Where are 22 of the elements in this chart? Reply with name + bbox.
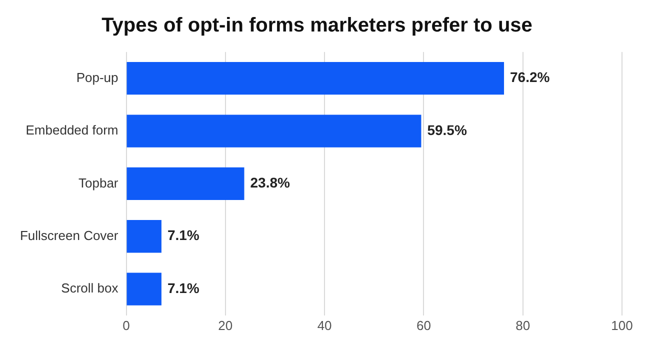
x-tick-label: 20 [218, 318, 233, 333]
bar [126, 167, 244, 200]
data-label: 59.5% [427, 122, 468, 138]
y-tick-label: Embedded form [26, 122, 118, 138]
x-tick-label: 0 [122, 318, 130, 333]
bar [126, 62, 504, 95]
bar [126, 220, 162, 253]
data-label: 7.1% [167, 227, 200, 244]
bar [126, 272, 162, 306]
x-tick-label: 60 [416, 318, 431, 333]
y-tick-label: Fullscreen Cover [20, 228, 119, 243]
x-tick-label: 40 [317, 318, 332, 333]
data-label: 76.2% [510, 69, 550, 86]
data-label: 23.8% [250, 174, 290, 191]
bar [126, 114, 422, 148]
data-label: 7.1% [167, 280, 200, 296]
x-tick-label: 80 [516, 318, 530, 333]
y-tick-label: Scroll box [61, 280, 119, 296]
y-tick-label: Pop-up [76, 70, 118, 85]
chart-title: Types of opt-in forms marketers prefer to use [102, 14, 532, 37]
x-tick-label: 100 [611, 318, 633, 333]
y-tick-label: Topbar [78, 175, 119, 190]
